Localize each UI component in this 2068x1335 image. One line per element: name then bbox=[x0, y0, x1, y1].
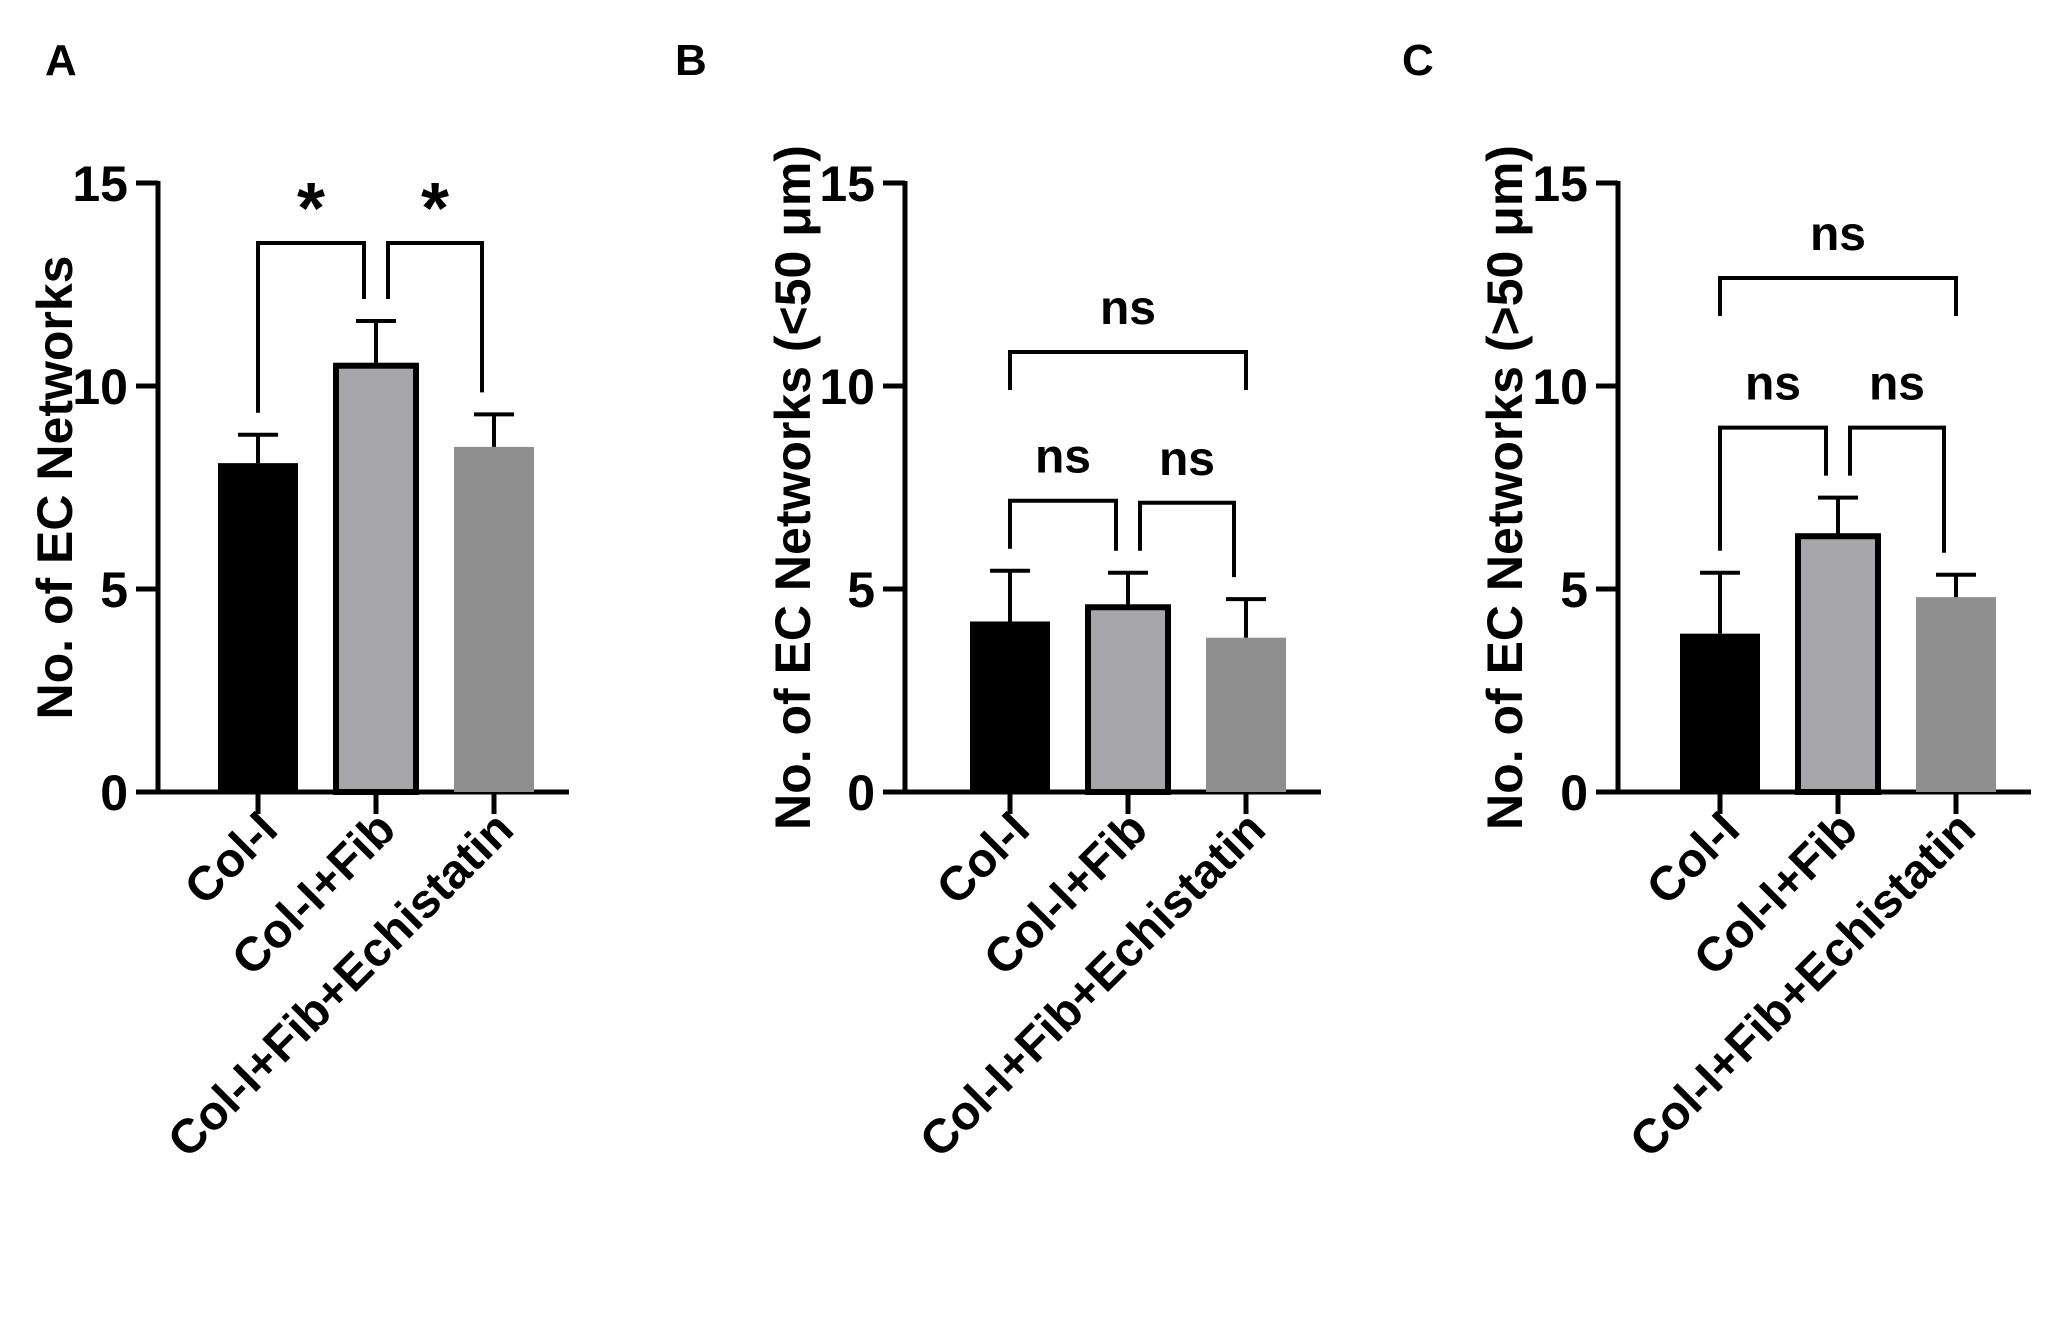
y-tick-label: 0 bbox=[100, 765, 128, 821]
y-tick-label: 10 bbox=[72, 359, 128, 415]
panel-label: C bbox=[1402, 36, 1434, 85]
bar-col-i-fib-echistatin bbox=[1916, 597, 1996, 792]
bar-col-i bbox=[1680, 633, 1760, 792]
y-tick-label: 10 bbox=[1532, 359, 1588, 415]
bar-col-i-fib bbox=[1085, 604, 1171, 796]
significance-bracket bbox=[1718, 425, 1828, 551]
significance-bracket bbox=[1008, 350, 1248, 390]
significance-label: * bbox=[297, 169, 325, 249]
panel-c: CNo. of EC Networks (>50 μm) 051015Col-IC… bbox=[1402, 36, 2031, 1168]
significance-bracket bbox=[1008, 498, 1118, 551]
y-tick-label: 15 bbox=[819, 156, 875, 212]
significance-bracket bbox=[1848, 425, 1946, 553]
x-tick-label: Col-I bbox=[175, 802, 288, 915]
y-tick-label: 5 bbox=[1560, 562, 1588, 618]
significance-bracket bbox=[386, 241, 484, 393]
panel-label: B bbox=[675, 36, 707, 85]
bar-col-i-fib-echistatin bbox=[454, 446, 534, 792]
significance-label: ns bbox=[1810, 208, 1866, 261]
panel-b: BNo. of EC Networks (<50 μm) 051015Col-IC… bbox=[675, 36, 1321, 1168]
panel-label: A bbox=[45, 36, 77, 85]
bar-col-i-fib bbox=[1795, 533, 1881, 795]
y-axis-title: No. of EC Networks bbox=[27, 256, 83, 720]
significance-label: * bbox=[421, 169, 449, 249]
x-tick-label: Col-I bbox=[927, 802, 1040, 915]
significance-bracket bbox=[1138, 500, 1236, 578]
significance-bracket bbox=[1718, 276, 1958, 316]
y-tick-label: 0 bbox=[1560, 765, 1588, 821]
panel-a: ANo. of EC Networks051015Col-ICol-I+FibC… bbox=[27, 36, 569, 1168]
significance-label: ns bbox=[1745, 358, 1801, 411]
bar-col-i-fib bbox=[333, 362, 419, 795]
bar-col-i-fib-echistatin bbox=[1206, 637, 1286, 792]
y-tick-label: 5 bbox=[100, 562, 128, 618]
significance-label: ns bbox=[1159, 433, 1215, 486]
y-axis-title: No. of EC Networks (<50 μm) bbox=[765, 145, 821, 830]
y-tick-label: 5 bbox=[847, 562, 875, 618]
significance-label: ns bbox=[1869, 358, 1925, 411]
bar-col-i bbox=[970, 621, 1050, 792]
x-tick-label: Col-I bbox=[1637, 802, 1750, 915]
y-axis-title: No. of EC Networks (>50 μm) bbox=[1477, 145, 1533, 830]
bar-col-i bbox=[218, 463, 298, 792]
y-tick-label: 0 bbox=[847, 765, 875, 821]
y-tick-label: 15 bbox=[1532, 156, 1588, 212]
significance-bracket bbox=[256, 241, 366, 413]
significance-label: ns bbox=[1035, 431, 1091, 484]
significance-label: ns bbox=[1100, 282, 1156, 335]
y-tick-label: 10 bbox=[819, 359, 875, 415]
y-tick-label: 15 bbox=[72, 156, 128, 212]
